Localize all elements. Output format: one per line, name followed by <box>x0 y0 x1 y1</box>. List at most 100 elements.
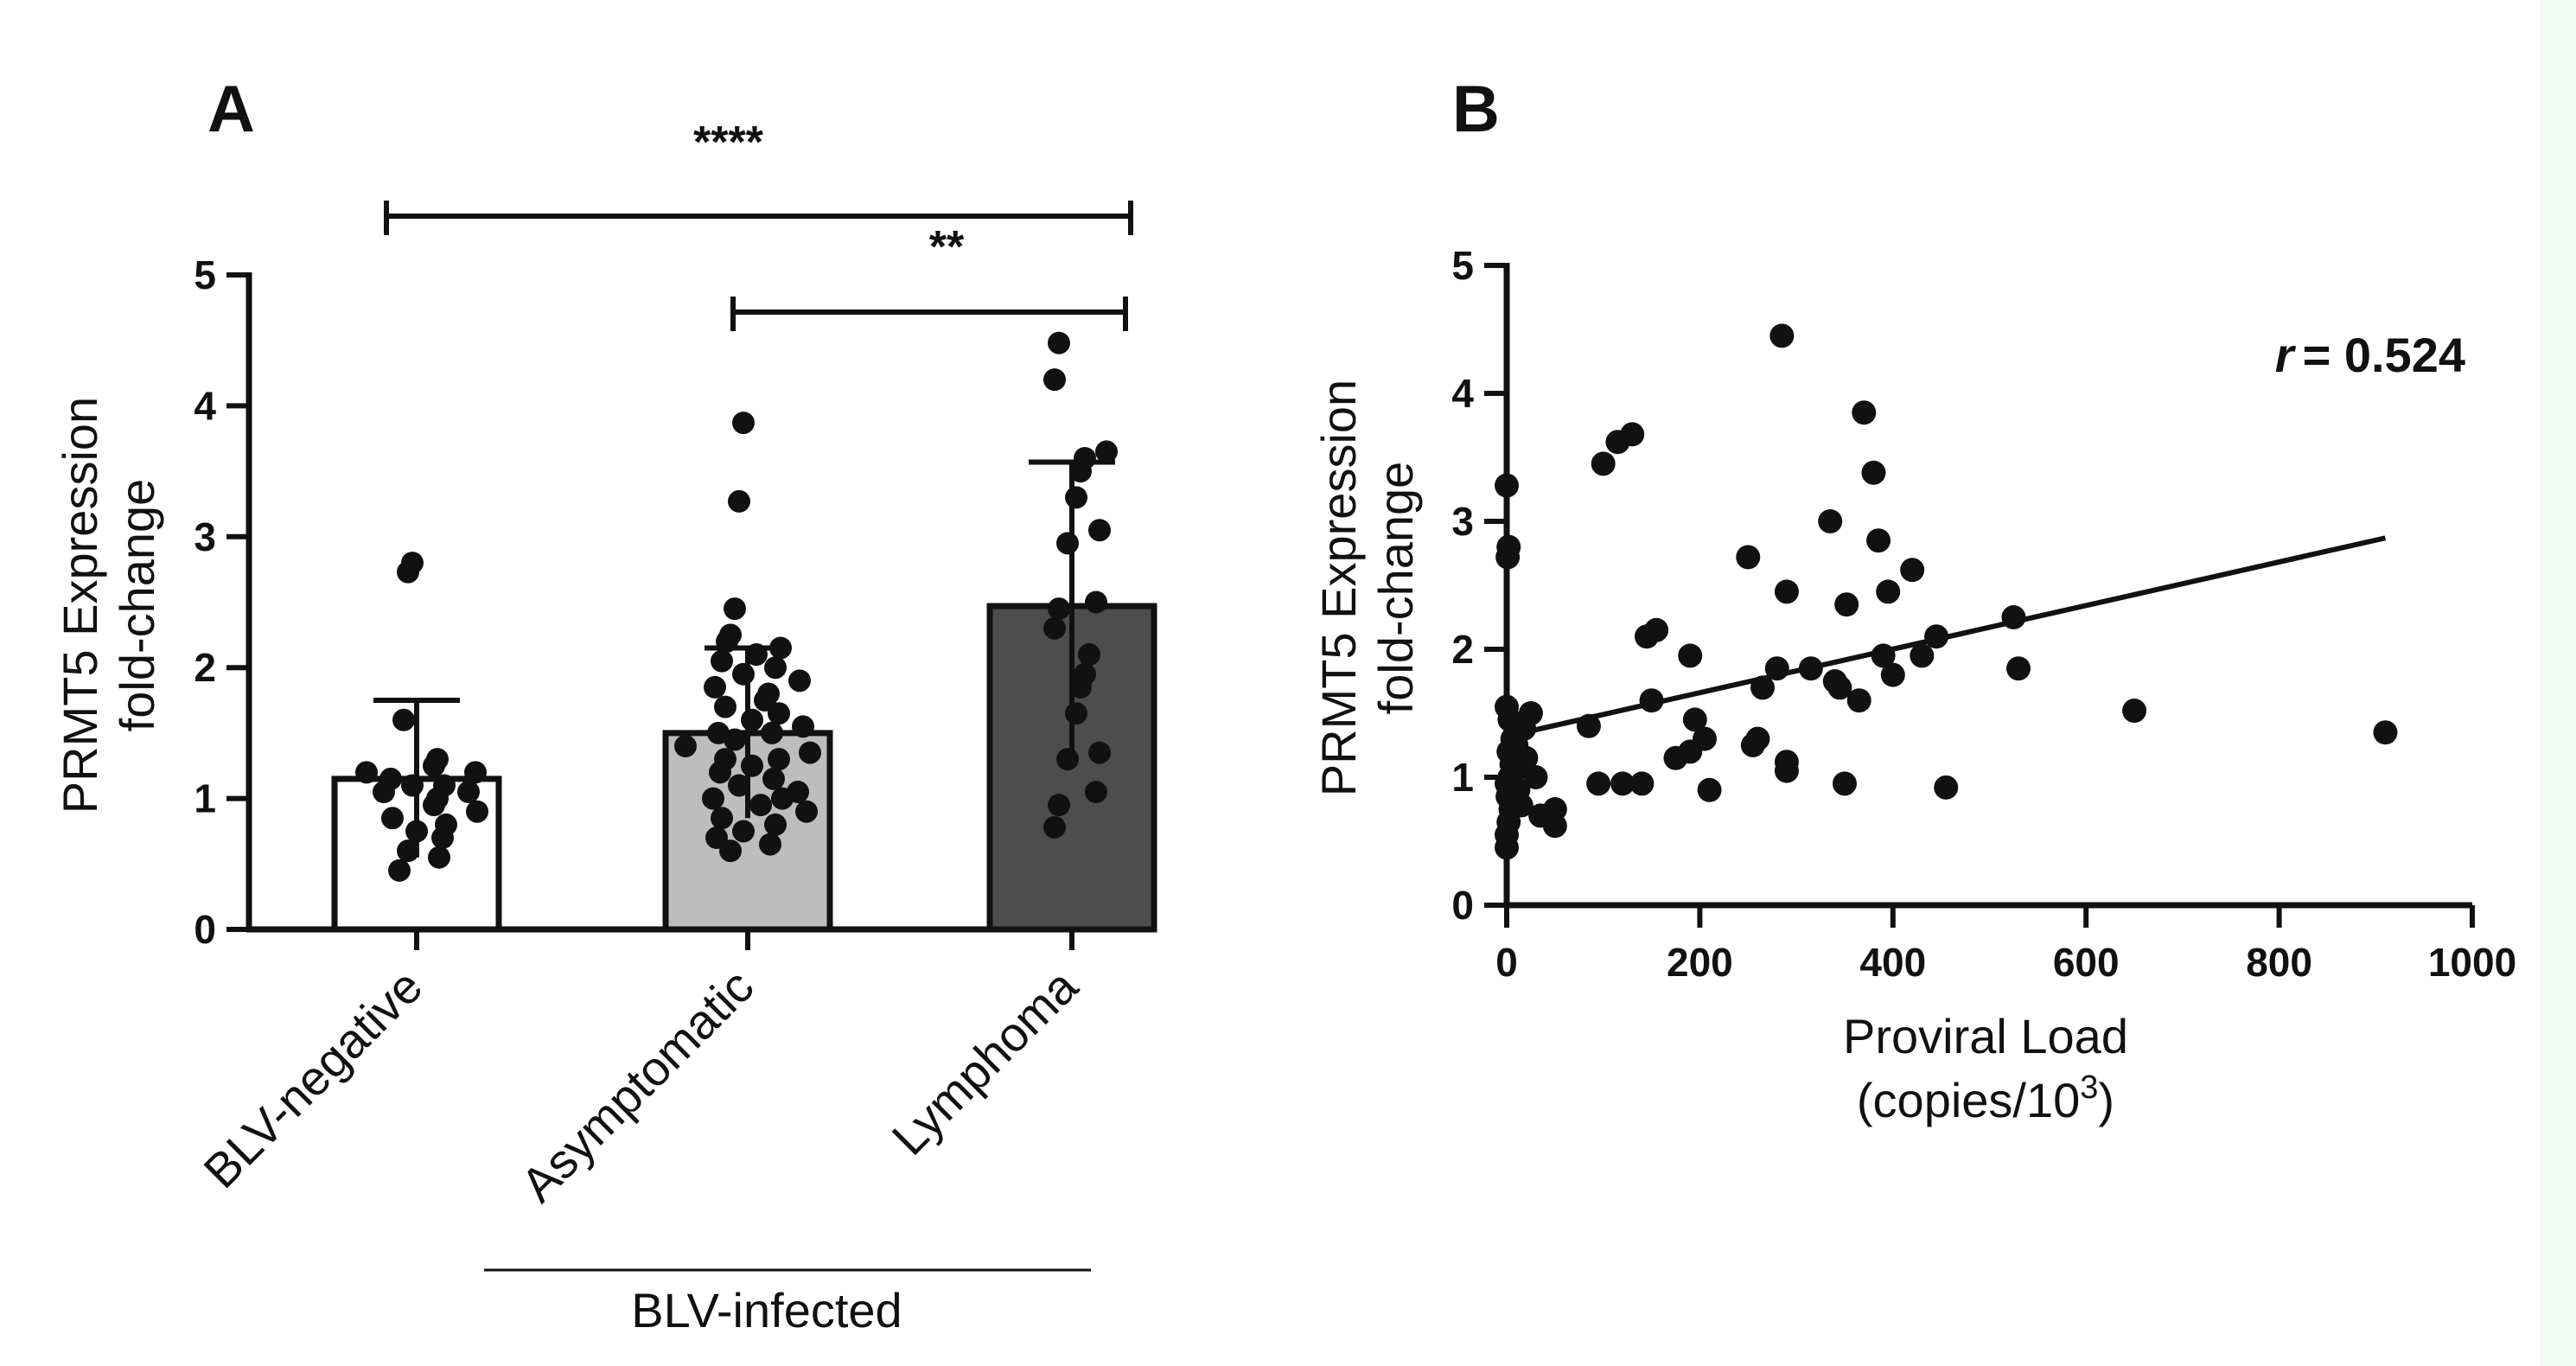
panel-b: B PRMT5 Expression fold-change 0 1 2 3 4 5 0 2… <box>1311 73 2516 1127</box>
panel-b-ytick-label: 1 <box>1451 755 1474 800</box>
panel-b-ylabel-line1: PRMT5 Expression <box>1311 380 1366 796</box>
panel-a-data-point <box>1085 590 1107 614</box>
panel-b-xtick-label: 0 <box>1495 940 1518 985</box>
panel-b-xtick-label: 600 <box>2053 940 2120 985</box>
panel-b-xlabel-sup: 3 <box>2080 1069 2098 1106</box>
panel-b-data-point <box>1866 528 1891 553</box>
panel-a-data-point <box>401 774 424 797</box>
panel-b-xtick-label: 400 <box>1859 940 1926 985</box>
panel-b-data-point <box>1523 765 1548 789</box>
panel-a-data-point <box>732 412 755 435</box>
panel-a-ytick-label: 3 <box>194 514 216 559</box>
panel-b-data-point <box>1644 617 1669 642</box>
panel-a-ylabel-line1: PRMT5 Expression <box>53 397 107 814</box>
blv-infected-group-label: BLV-infected <box>631 1283 902 1337</box>
panel-b-xtick-label: 800 <box>2246 940 2312 985</box>
panel-b-data-point <box>1900 558 1925 583</box>
panel-b-data-point <box>1542 797 1567 821</box>
panel-b-y-ticks: 0 1 2 3 4 5 <box>1451 243 1507 928</box>
panel-a-data-point <box>1074 446 1096 469</box>
panel-b-data-point <box>1736 545 1761 570</box>
panel-b-ytick-label: 2 <box>1451 627 1474 672</box>
panel-b-data-point <box>1678 643 1703 668</box>
panel-b-data-point <box>1774 750 1799 775</box>
panel-a-data-point <box>762 767 785 790</box>
panel-a-data-point <box>1088 741 1111 764</box>
panel-b-xtick-label: 1000 <box>2428 940 2516 985</box>
panel-a-data-point <box>1043 616 1066 640</box>
category-label-asymptomatic: Asymptomatic <box>510 959 763 1212</box>
panel-b-data-point <box>1832 771 1857 796</box>
panel-a-data-point <box>355 761 378 784</box>
panel-a-data-point <box>759 833 781 856</box>
panel-a-data-point <box>711 649 733 673</box>
panel-b-data-point <box>1852 400 1877 425</box>
panel-b-data-point <box>1818 509 1843 533</box>
panel-a-ytick-label: 2 <box>194 645 216 690</box>
panel-b-data-point <box>1586 771 1611 796</box>
panel-b-data-point <box>1610 771 1636 796</box>
panel-b-x-ticks: 0 200 400 600 800 1000 <box>1495 905 2516 985</box>
panel-a-data-point <box>1048 794 1070 817</box>
panel-a-data-point <box>1065 486 1087 509</box>
panel-b-data-point <box>1827 675 1852 700</box>
panel-a-data-point <box>732 820 755 843</box>
panel-a-data-point <box>426 748 449 771</box>
panel-a-data-point <box>433 774 456 797</box>
panel-a-data-point <box>705 827 728 850</box>
panel-a-significance: ****** <box>384 118 1133 331</box>
panel-b-data-point <box>1542 814 1567 839</box>
panel-b-data-point <box>1682 707 1707 732</box>
panel-a-data-point <box>464 761 487 784</box>
panel-a-data-point <box>1043 368 1066 392</box>
panel-a-data-point <box>757 682 780 705</box>
panel-a-data-point <box>741 708 763 731</box>
panel-a-data-point <box>788 669 811 693</box>
panel-b-letter: B <box>1452 73 1500 146</box>
panel-b-ytick-label: 5 <box>1451 243 1474 288</box>
panel-b-ytick-label: 3 <box>1451 499 1474 544</box>
panel-a-data-point <box>1085 781 1107 804</box>
panel-b-data-point <box>2373 720 2398 745</box>
panel-b-xtick-label: 200 <box>1667 940 1733 985</box>
panel-a-letter: A <box>207 73 255 146</box>
panel-a-data-point <box>674 735 697 758</box>
panel-a-data-point <box>795 800 818 823</box>
panel-a-ylabel-line2: fold-change <box>110 479 164 732</box>
panel-a-data-point <box>379 767 402 790</box>
panel-b-data-point <box>1697 777 1722 802</box>
significance-label: **** <box>693 118 764 168</box>
panel-a-data-point <box>714 748 736 771</box>
panel-a-data-point <box>1074 662 1096 686</box>
panel-a-data-point <box>381 807 404 830</box>
panel-b-r-number: = 0.524 <box>2303 328 2465 382</box>
category-label-lymphoma: Lymphoma <box>882 958 1089 1165</box>
panel-a-data-point <box>1065 702 1087 725</box>
panel-a-data-point <box>1095 440 1118 463</box>
panel-b-data-point <box>1876 579 1901 604</box>
panel-a-data-point <box>719 623 742 647</box>
panel-b-data-point <box>1880 662 1905 687</box>
panel-b-data-point <box>2006 656 2031 681</box>
panel-a-data-point <box>711 807 733 830</box>
panel-a-data-point <box>714 695 736 718</box>
panel-a-data-point <box>724 597 746 621</box>
panel-a-data-point <box>428 846 450 869</box>
panel-a-data-point <box>1048 597 1070 621</box>
panel-a-data-point <box>707 721 730 744</box>
panel-b-ytick-label: 4 <box>1451 371 1474 416</box>
panel-b-xlabel-line2: (copies/103) <box>1857 1069 2114 1127</box>
panel-a-data-point <box>401 552 424 575</box>
panel-b-xlabel-end: ) <box>2098 1073 2114 1127</box>
panel-b-data-point <box>1846 688 1871 713</box>
panel-a-data-point <box>787 781 809 804</box>
panel-a-category-labels: BLV-negative Asymptomatic Lymphoma <box>193 958 1088 1212</box>
panel-a-data-point <box>761 721 783 744</box>
panel-a-data-point <box>792 715 814 738</box>
panel-a-data-point <box>1043 815 1066 839</box>
panel-b-ytick-label: 0 <box>1451 883 1474 928</box>
panel-b-ylabel-line2: fold-change <box>1368 462 1423 715</box>
panel-a-y-ticks: 0 1 2 3 4 5 <box>194 252 249 952</box>
panel-b-data-point <box>1834 592 1859 617</box>
category-label-blv-negative: BLV-negative <box>193 959 432 1198</box>
